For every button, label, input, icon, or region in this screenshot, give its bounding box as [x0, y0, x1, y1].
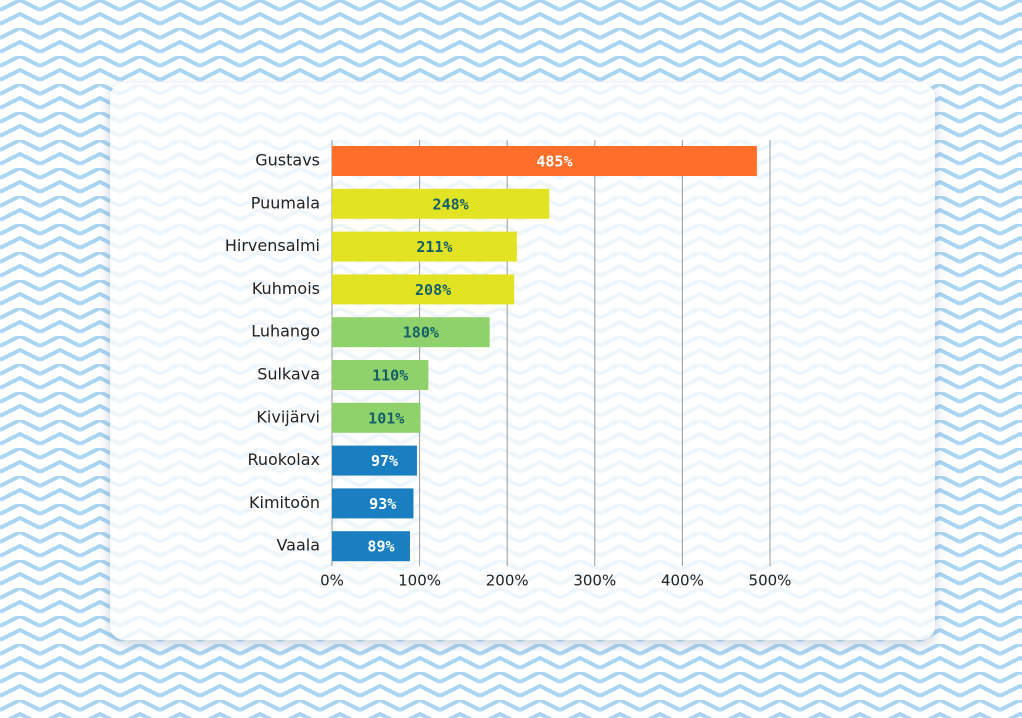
value-label: 180% — [403, 324, 439, 342]
value-label: 89% — [367, 538, 394, 556]
x-tick-label: 100% — [398, 572, 441, 590]
y-tick-label: Luhango — [251, 322, 320, 341]
y-tick-label: Puumala — [251, 193, 320, 212]
y-tick-label: Ruokolax — [247, 450, 320, 469]
bar — [332, 360, 429, 390]
value-label: 101% — [368, 409, 404, 427]
bar — [332, 146, 757, 176]
y-tick-label: Gustavs — [255, 151, 320, 170]
bar — [332, 531, 410, 562]
bar — [332, 445, 417, 476]
value-label: 110% — [372, 367, 408, 385]
value-label: 485% — [536, 153, 572, 171]
y-tick-label: Kuhmois — [252, 279, 320, 298]
bar — [332, 488, 414, 519]
y-tick-label: Kivijärvi — [256, 407, 320, 426]
x-tick-label: 300% — [573, 572, 616, 590]
x-tick-label: 200% — [486, 572, 529, 590]
value-label: 97% — [371, 452, 398, 470]
value-label: 211% — [416, 238, 452, 256]
x-tick-label: 0% — [320, 572, 344, 590]
plot-area: 0% 100% 200% 300% 400% 500% Gustavs 485% Puumala… — [225, 140, 792, 590]
bar — [332, 402, 421, 433]
value-label: 248% — [433, 195, 469, 213]
bar — [332, 188, 550, 219]
y-tick-label: Sulkava — [257, 365, 320, 384]
x-tick-label: 500% — [749, 572, 792, 590]
bar — [332, 231, 517, 262]
value-label: 93% — [369, 495, 396, 513]
y-tick-label: Kimitoön — [249, 493, 320, 512]
y-tick-label: Hirvensalmi — [225, 236, 320, 255]
bar — [332, 317, 490, 348]
card-pattern — [110, 83, 935, 640]
x-tick-label: 400% — [661, 572, 704, 590]
bar — [332, 274, 515, 305]
y-tick-label: Vaala — [276, 536, 320, 555]
value-label: 208% — [415, 281, 451, 299]
